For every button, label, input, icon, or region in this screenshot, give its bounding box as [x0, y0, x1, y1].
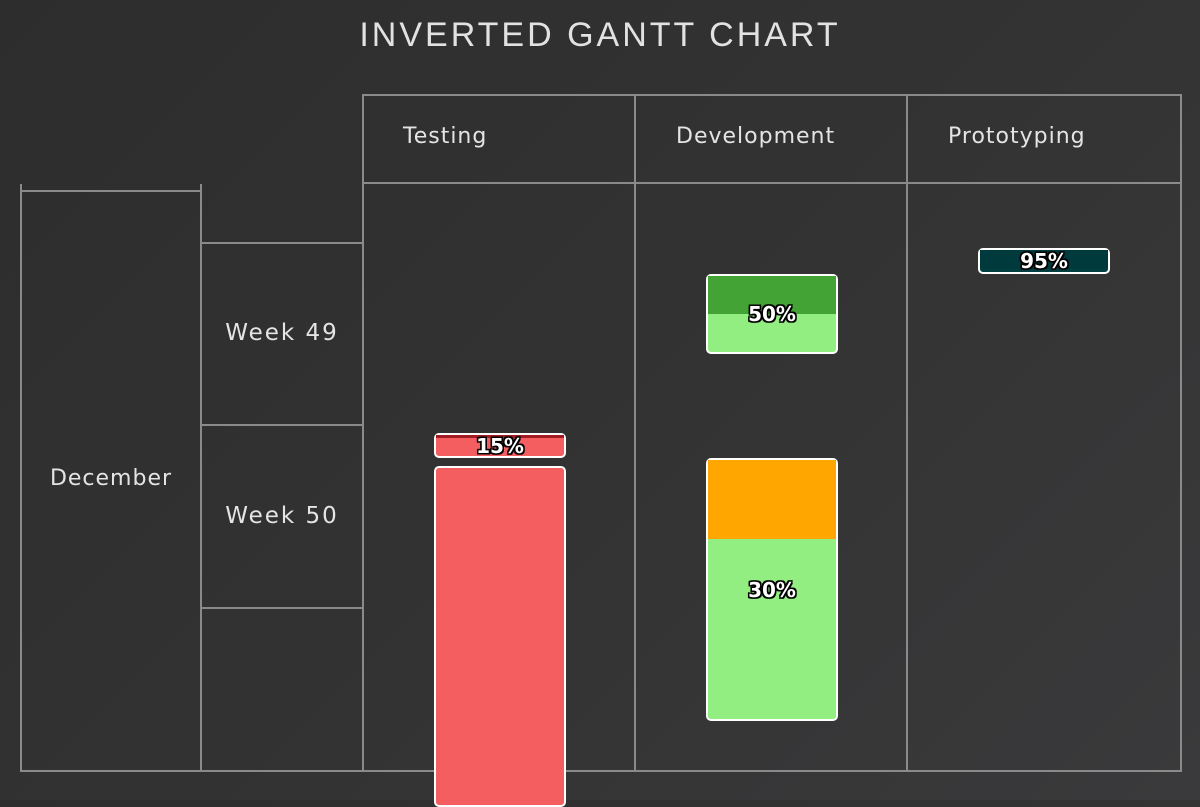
grid-line [362, 94, 1182, 96]
column-header-testing: Testing [403, 124, 488, 149]
grid-line [200, 607, 364, 609]
progress-fill [708, 276, 836, 315]
column-header-prototyping: Prototyping [948, 124, 1086, 149]
grid-line [906, 94, 908, 772]
grid-line [362, 182, 1182, 184]
week-label-49: Week 49 [225, 320, 339, 346]
column-header-development: Development [676, 124, 836, 149]
chart-title: INVERTED GANTT CHART [359, 16, 841, 54]
grid-line [200, 184, 202, 772]
grid-line [200, 242, 364, 244]
month-label: December [49, 466, 173, 491]
task-bar-testing-1[interactable] [434, 465, 566, 807]
grid-line [20, 184, 22, 772]
grid-line [20, 770, 1182, 772]
grid-line [20, 190, 202, 192]
progress-fill [980, 250, 1108, 270]
progress-label: 30% [748, 577, 796, 602]
grid-line [200, 424, 364, 426]
progress-fill [708, 460, 836, 540]
progress-fill [436, 434, 564, 438]
grid-line [634, 94, 636, 772]
task-bar-development-2[interactable]: 50% [706, 274, 838, 355]
task-bar-prototyping-4[interactable]: 95% [978, 248, 1110, 275]
grid-line [362, 94, 364, 772]
grid-line [1180, 94, 1182, 772]
task-bar-testing-0[interactable]: 15% [434, 432, 566, 459]
task-bar-development-3[interactable]: 30% [706, 458, 838, 722]
week-label-50: Week 50 [225, 503, 339, 529]
